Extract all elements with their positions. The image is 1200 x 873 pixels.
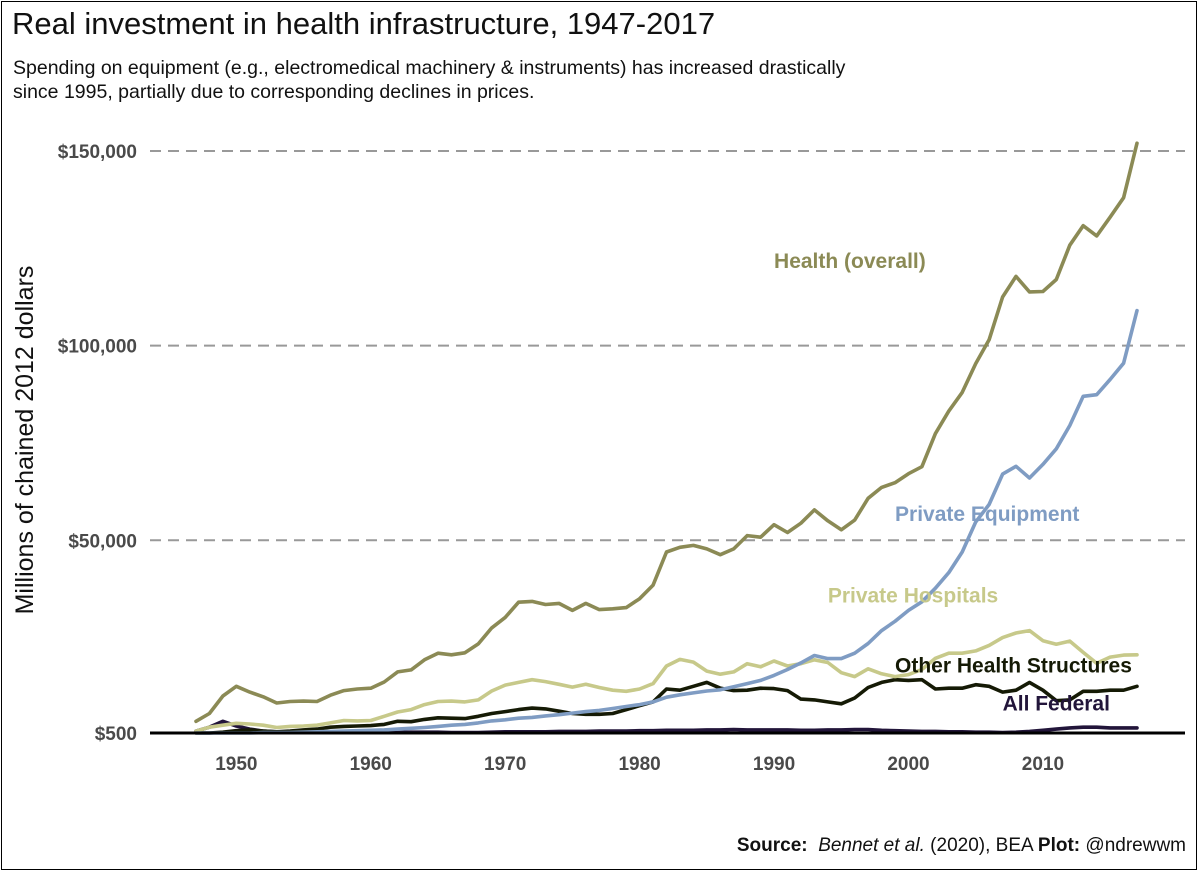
plot-handle: @ndrewwm (1085, 835, 1186, 856)
x-tick-label: 1970 (484, 754, 526, 775)
series-label-private-equipment: Private Equipment (895, 503, 1079, 526)
series-line-private-equipment (194, 308, 1139, 735)
source-label: Source: (736, 835, 808, 856)
y-tick-label: $100,000 (58, 337, 137, 358)
chart-title: Real investment in health infrastructure… (12, 6, 716, 41)
source-caption: Source: Bennet et al. (2020), BEA Plot: … (737, 835, 1186, 857)
x-tick-label: 1980 (618, 754, 660, 775)
series-label-all-federal: All Federal (1003, 692, 1110, 715)
series-line-other-health-structures (194, 677, 1139, 735)
plot-label: Plot: (1037, 835, 1081, 856)
x-tick-label: 1990 (753, 754, 795, 775)
subtitle-line-1: Spending on equipment (e.g., electromedi… (13, 57, 846, 79)
y-tick-label: $50,000 (68, 531, 137, 552)
source-rest: (2020), BEA (930, 835, 1033, 856)
subtitle-line-2: since 1995, partially due to correspondi… (13, 81, 535, 103)
series-label-health-overall: Health (overall) (774, 250, 926, 273)
x-tick-label: 2000 (887, 754, 929, 775)
y-tick-label: $150,000 (58, 142, 137, 163)
y-tick-label: $500 (95, 724, 137, 745)
x-tick-label: 1960 (350, 754, 392, 775)
series-line-private-hospitals (194, 628, 1139, 733)
y-axis-title: Millions of chained 2012 dollars (11, 266, 39, 615)
x-tick-label: 2010 (1022, 754, 1064, 775)
chart-subtitle: Spending on equipment (e.g., electromedi… (13, 56, 933, 104)
x-tick-label: 1950 (215, 754, 257, 775)
series-line-health-overall (194, 141, 1139, 724)
series-label-private-hospitals: Private Hospitals (828, 585, 998, 608)
series-label-other-health-structures: Other Health Structures (895, 655, 1132, 678)
source-author: Bennet et al. (818, 835, 925, 856)
